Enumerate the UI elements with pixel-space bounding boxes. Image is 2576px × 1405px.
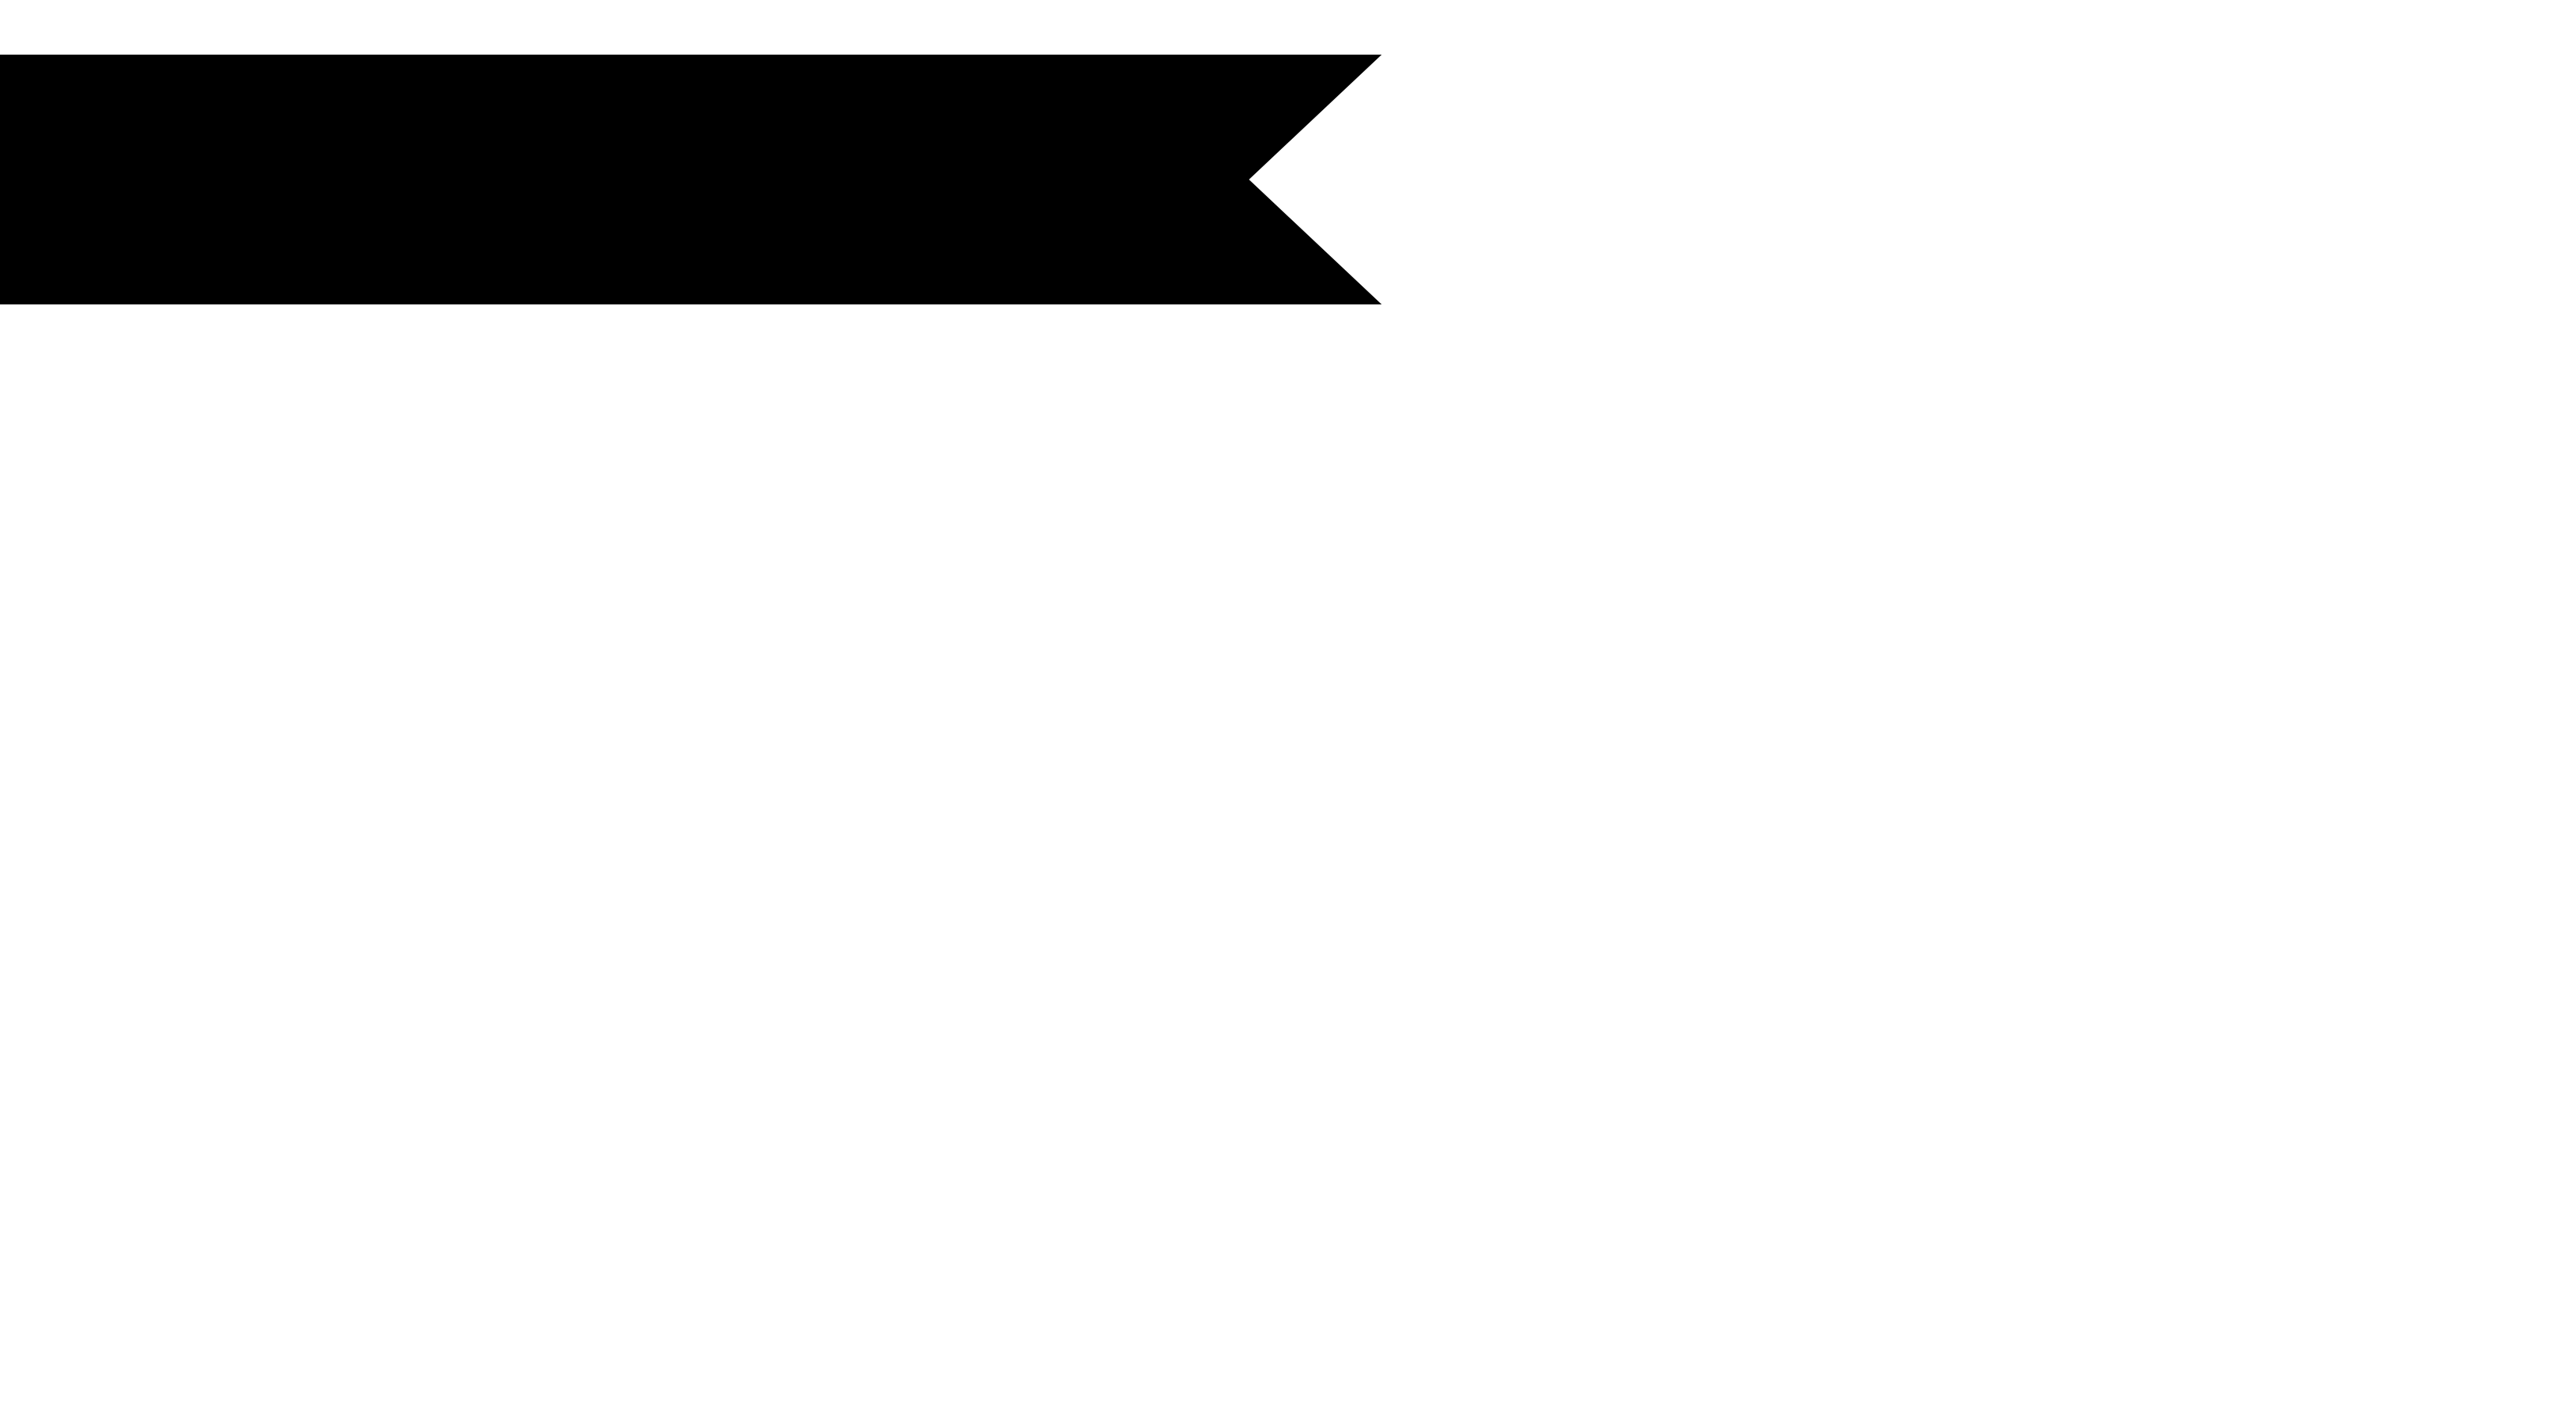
transfer-block (78, 960, 687, 1112)
banner-bg-shape (0, 55, 1382, 304)
backpack-icon (492, 398, 710, 663)
first-year-block (234, 398, 937, 663)
states-countries-block (890, 488, 1405, 496)
transfer-arrows-icon (215, 960, 550, 1108)
graduates-icon (1030, 917, 1631, 1401)
congrats-banner (0, 55, 1382, 304)
butterfly-icon (2014, 695, 2451, 1023)
globe-icon (1405, 328, 1811, 734)
plus-icon (2272, 78, 2521, 328)
